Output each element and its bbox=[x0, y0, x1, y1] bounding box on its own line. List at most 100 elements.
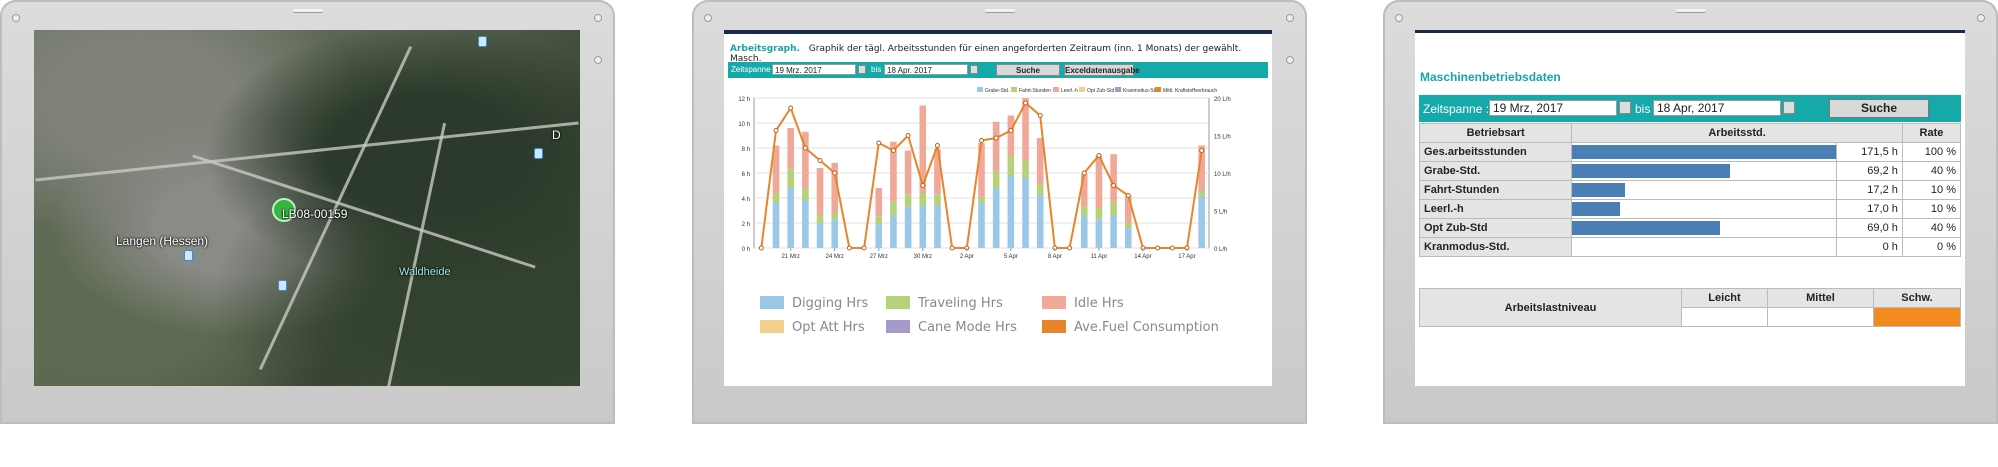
legend-label: Idle Hrs bbox=[1074, 296, 1124, 311]
legend-swatch bbox=[1053, 87, 1059, 92]
row-bar-cell bbox=[1571, 180, 1837, 200]
chart-bar-segment bbox=[772, 145, 780, 193]
chart-bar-segment bbox=[831, 163, 839, 213]
fuel-data-point bbox=[934, 143, 940, 148]
chart-bar-segment bbox=[1007, 155, 1015, 176]
row-rate: 100 % bbox=[1901, 142, 1962, 162]
chart-bar-segment bbox=[890, 141, 897, 202]
from-date-input[interactable]: 19 Mrz. 2017 bbox=[772, 64, 856, 75]
y-right-tick-label: 20 L/h bbox=[1214, 97, 1231, 103]
to-date-input[interactable]: 18 Apr, 2017 bbox=[1653, 100, 1781, 116]
row-rate: 40 % bbox=[1901, 161, 1962, 181]
row-label: Opt Zub-Std bbox=[1418, 218, 1573, 238]
graph-title: Arbeitsgraph. bbox=[730, 44, 800, 54]
search-button[interactable]: Suche bbox=[1829, 99, 1929, 118]
chart-bar-segment bbox=[772, 193, 780, 203]
chart-bar-segment bbox=[1022, 178, 1029, 248]
calendar-icon[interactable] bbox=[1783, 101, 1795, 114]
to-date-input[interactable]: 18 Apr. 2017 bbox=[884, 64, 968, 75]
row-label: Leerl.-h bbox=[1418, 199, 1573, 219]
machine-location-pin[interactable] bbox=[272, 198, 296, 222]
chart-bar-segment bbox=[1007, 115, 1015, 156]
calendar-icon[interactable] bbox=[1619, 101, 1631, 114]
row-hours: 17,0 h bbox=[1835, 199, 1903, 219]
legend-swatch bbox=[760, 296, 784, 309]
data-screen: Maschinenbetriebsdaten Zeitspanne : 19 M… bbox=[1415, 30, 1965, 386]
row-rate: 10 % bbox=[1901, 199, 1962, 219]
excel-export-button[interactable]: Exceldatenausgabe bbox=[1064, 64, 1140, 76]
column-header-type: Betriebsart bbox=[1418, 123, 1573, 143]
corner-screw bbox=[1395, 14, 1403, 22]
from-date-input[interactable]: 19 Mrz, 2017 bbox=[1489, 100, 1617, 116]
page-title: Maschinenbetriebsdaten bbox=[1420, 70, 1561, 84]
x-tick-label: 14 Apr bbox=[1134, 254, 1151, 260]
map-screen[interactable]: LB08-00159 Langen (Hessen) Waldheide D bbox=[34, 30, 580, 386]
work-hours-chart: 0 h 2 h 4 h 6 h 8 h 10 h 12 h 0 L/h 5 L/h 10 L/h 1… bbox=[738, 87, 1231, 260]
chart-bar-segment bbox=[1022, 160, 1029, 178]
legend-swatch bbox=[1079, 87, 1085, 92]
area-label: Waldheide bbox=[399, 266, 451, 278]
graph-header: Arbeitsgraph. Graphik der tägl. Arbeitss… bbox=[730, 44, 1272, 64]
legend-swatch bbox=[886, 320, 910, 333]
load-level-header-row: Arbeitslastniveau Leicht Mittel Schw. bbox=[1419, 288, 1961, 327]
legend-label: Grabe-Std. bbox=[985, 88, 1009, 94]
table-row: Opt Zub-Std 69,0 h 40 % bbox=[1418, 218, 1962, 238]
poi-marker-icon[interactable] bbox=[184, 250, 193, 261]
machine-id-label[interactable]: LB08-00159 bbox=[282, 207, 348, 221]
chart-bar-segment bbox=[934, 205, 941, 248]
x-tick-label: 8 Apr bbox=[1048, 254, 1062, 260]
chart-bar-segment bbox=[1110, 154, 1117, 202]
fuel-data-point bbox=[788, 105, 794, 111]
to-label: bis bbox=[1635, 102, 1651, 116]
top-accent-bar bbox=[724, 30, 1272, 34]
y-right-tick-label: 0 L/h bbox=[1214, 247, 1227, 253]
legend-label: Mittl. Kraftstoffverbrauch bbox=[1163, 88, 1217, 94]
hours-bar bbox=[1572, 145, 1836, 159]
map-edge-label: D bbox=[552, 128, 561, 142]
chart-bar-segment bbox=[1080, 174, 1088, 207]
level-indicator-cell bbox=[1681, 307, 1768, 327]
y-right-tick-label: 15 L/h bbox=[1214, 135, 1231, 141]
load-level-table: Arbeitslastniveau Leicht Mittel Schw. bbox=[1419, 288, 1961, 327]
fuel-data-point bbox=[1096, 153, 1102, 158]
calendar-icon[interactable] bbox=[970, 65, 978, 74]
chart-bar-segment bbox=[875, 216, 883, 225]
row-bar-cell bbox=[1571, 237, 1837, 257]
fuel-data-point bbox=[773, 128, 779, 133]
poi-marker-icon[interactable] bbox=[534, 148, 543, 159]
fuel-data-point bbox=[758, 245, 764, 251]
legend-item-opt-att: Opt Att Hrs bbox=[760, 320, 865, 335]
chart-bar-segment bbox=[919, 205, 927, 248]
tablet-data-frame: Maschinenbetriebsdaten Zeitspanne : 19 M… bbox=[1383, 0, 1998, 424]
fuel-data-point bbox=[979, 138, 984, 143]
search-button[interactable]: Suche bbox=[996, 64, 1060, 76]
chart-bar-segment bbox=[875, 188, 883, 217]
legend-item-fuel: Ave.Fuel Consumption bbox=[1042, 320, 1219, 335]
column-header-hours: Arbeitsstd. bbox=[1571, 123, 1903, 143]
chart-bar-segment bbox=[1198, 145, 1205, 191]
row-bar-cell bbox=[1571, 199, 1837, 219]
fuel-data-point bbox=[1199, 148, 1205, 153]
legend-swatch bbox=[1011, 87, 1017, 92]
hours-bar bbox=[1572, 221, 1720, 235]
level-medium: Mittel bbox=[1767, 288, 1874, 308]
to-label: bis bbox=[871, 65, 882, 74]
chart-bar-segment bbox=[890, 201, 897, 216]
x-tick-label: 17 Apr bbox=[1178, 254, 1195, 260]
fuel-data-point bbox=[832, 170, 838, 176]
chart-bar-segment bbox=[978, 196, 985, 203]
poi-marker-icon[interactable] bbox=[278, 280, 287, 291]
row-bar-cell bbox=[1571, 161, 1837, 181]
row-label: Ges.arbeitsstunden bbox=[1418, 142, 1573, 162]
fuel-data-point bbox=[1067, 245, 1073, 251]
legend-item-traveling: Traveling Hrs bbox=[886, 296, 1003, 311]
calendar-icon[interactable] bbox=[858, 65, 866, 74]
hours-bar bbox=[1572, 164, 1731, 178]
satellite-map[interactable] bbox=[34, 30, 580, 386]
tablet-map-frame: LB08-00159 Langen (Hessen) Waldheide D bbox=[0, 0, 615, 424]
poi-marker-icon[interactable] bbox=[478, 36, 487, 47]
legend-item-cane-mode: Cane Mode Hrs bbox=[886, 320, 1017, 335]
legend-label: Cane Mode Hrs bbox=[918, 320, 1017, 335]
chart-bar-segment bbox=[1095, 219, 1103, 248]
row-hours: 69,0 h bbox=[1835, 218, 1903, 238]
